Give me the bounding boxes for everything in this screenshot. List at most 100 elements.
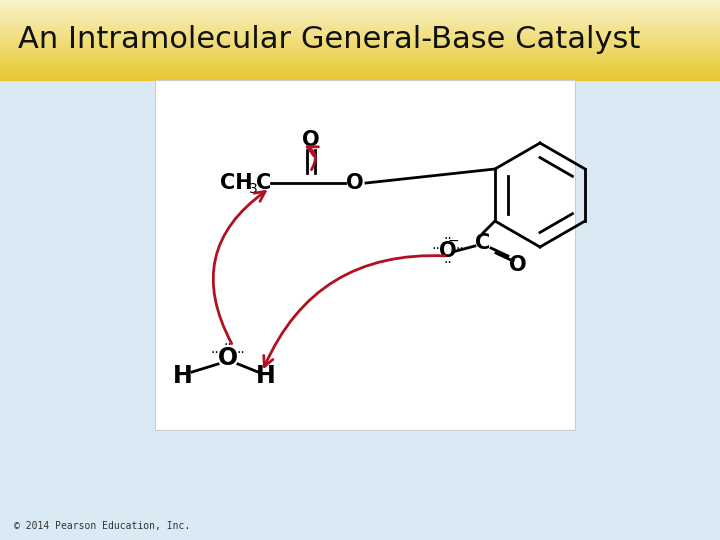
- Bar: [0, 69, 720, 70]
- Text: O: O: [218, 346, 238, 370]
- Bar: [0, 6, 720, 8]
- Bar: [0, 3, 720, 5]
- Bar: [0, 68, 720, 69]
- Text: ··: ··: [456, 242, 464, 256]
- Bar: [0, 38, 720, 40]
- Bar: [0, 30, 720, 32]
- Bar: [0, 24, 720, 25]
- Bar: [155, 80, 575, 430]
- Bar: [0, 71, 720, 72]
- Bar: [0, 23, 720, 24]
- Bar: [0, 9, 720, 10]
- Bar: [0, 71, 720, 73]
- Bar: [0, 49, 720, 50]
- Bar: [0, 22, 720, 23]
- Text: ··: ··: [444, 232, 452, 246]
- Text: C: C: [475, 233, 490, 253]
- Bar: [0, 44, 720, 45]
- Bar: [0, 70, 720, 71]
- Bar: [0, 16, 720, 17]
- Bar: [0, 64, 720, 65]
- Bar: [0, 64, 720, 66]
- Bar: [0, 11, 720, 13]
- Bar: [0, 77, 720, 78]
- Bar: [0, 18, 720, 20]
- Bar: [0, 56, 720, 57]
- Bar: [0, 52, 720, 54]
- Bar: [0, 31, 720, 33]
- Bar: [0, 73, 720, 75]
- Bar: [0, 51, 720, 53]
- Bar: [0, 17, 720, 19]
- Bar: [0, 4, 720, 6]
- Bar: [0, 39, 720, 41]
- Bar: [0, 10, 720, 12]
- Bar: [0, 26, 720, 28]
- Bar: [0, 0, 720, 1]
- Bar: [0, 50, 720, 51]
- Text: O: O: [346, 173, 364, 193]
- Bar: [0, 62, 720, 63]
- Bar: [0, 59, 720, 61]
- Text: CH: CH: [220, 173, 253, 193]
- Text: O: O: [439, 241, 456, 261]
- Bar: [0, 1, 720, 2]
- Bar: [0, 25, 720, 27]
- Bar: [0, 37, 720, 39]
- Bar: [0, 10, 720, 11]
- Text: H: H: [173, 364, 193, 388]
- Bar: [0, 36, 720, 37]
- Bar: [0, 3, 720, 4]
- Text: ··: ··: [211, 346, 220, 360]
- Bar: [0, 21, 720, 22]
- Text: C: C: [256, 173, 271, 193]
- Bar: [0, 57, 720, 59]
- Bar: [0, 48, 720, 49]
- Bar: [0, 17, 720, 18]
- Bar: [0, 5, 720, 7]
- Text: 3: 3: [249, 182, 258, 196]
- Bar: [0, 33, 720, 35]
- Bar: [0, 28, 720, 29]
- Bar: [0, 75, 720, 76]
- Bar: [0, 53, 720, 55]
- Bar: [0, 43, 720, 44]
- Bar: [0, 45, 720, 47]
- Text: An Intramolecular General-Base Catalyst: An Intramolecular General-Base Catalyst: [18, 25, 640, 55]
- Bar: [0, 35, 720, 36]
- Bar: [0, 12, 720, 14]
- Bar: [0, 65, 720, 67]
- Text: ··: ··: [224, 338, 233, 352]
- Bar: [0, 63, 720, 64]
- Bar: [0, 14, 720, 15]
- Text: H: H: [256, 364, 276, 388]
- Bar: [0, 40, 720, 42]
- Text: −: −: [447, 234, 459, 248]
- Bar: [0, 37, 720, 38]
- Bar: [0, 78, 720, 80]
- Bar: [0, 78, 720, 79]
- Bar: [0, 55, 720, 56]
- Bar: [0, 19, 720, 21]
- Text: ··: ··: [431, 242, 441, 256]
- Bar: [0, 57, 720, 58]
- Bar: [0, 72, 720, 74]
- Text: ··: ··: [237, 346, 246, 360]
- Bar: [0, 2, 720, 3]
- Bar: [0, 60, 720, 62]
- Bar: [0, 76, 720, 77]
- Bar: [0, 8, 720, 9]
- Bar: [0, 51, 720, 52]
- Text: O: O: [302, 130, 320, 150]
- Bar: [0, 58, 720, 60]
- Bar: [0, 29, 720, 30]
- Text: © 2014 Pearson Education, Inc.: © 2014 Pearson Education, Inc.: [14, 521, 190, 531]
- Bar: [0, 42, 720, 43]
- Bar: [0, 44, 720, 46]
- Bar: [0, 46, 720, 48]
- Bar: [0, 32, 720, 34]
- Text: O: O: [509, 255, 527, 275]
- Bar: [0, 30, 720, 31]
- Bar: [0, 15, 720, 16]
- Bar: [0, 24, 720, 26]
